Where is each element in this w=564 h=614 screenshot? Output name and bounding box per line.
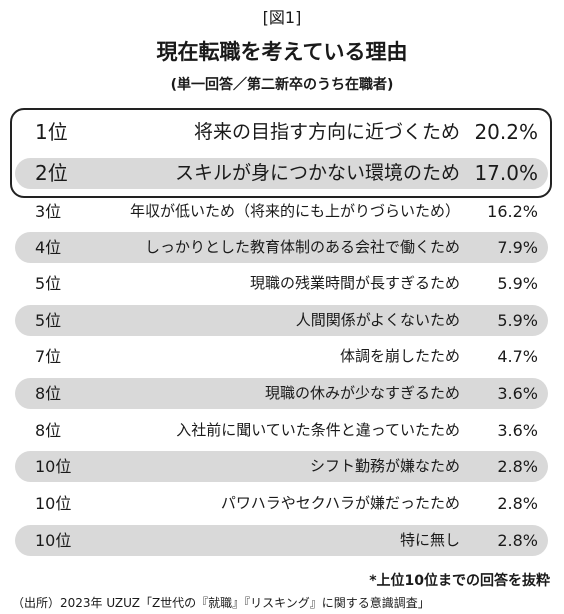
rank: 10位	[35, 457, 72, 476]
percentage: 3.6%	[497, 384, 538, 403]
rank: 5位	[35, 274, 62, 293]
reason: シフト勤務が嫌なため	[309, 457, 460, 475]
reason: 年収が低いため（将来的にも上がりづらいため）	[129, 202, 460, 220]
reason: 特に無し	[399, 531, 460, 549]
subtitle: (単一回答／第二新卒のうち在職者)	[170, 77, 394, 93]
rank: 3位	[35, 202, 62, 221]
table-row: 7位 体調を崩したため 4.7%	[15, 341, 548, 372]
reason: 将来の目指す方向に近づくため	[193, 121, 460, 143]
table-row: 5位 人間関係がよくないため 5.9%	[15, 305, 548, 336]
percentage: 5.9%	[497, 274, 538, 293]
title: 現在転職を考えている理由	[156, 40, 408, 64]
table-row: 8位 入社前に聞いていた条件と違っていたため 3.6%	[15, 415, 548, 446]
reason: 現職の残業時間が長すぎるため	[249, 274, 460, 292]
percentage: 2.8%	[497, 494, 538, 513]
table-row: 10位 シフト勤務が嫌なため 2.8%	[15, 451, 548, 482]
table-row: 5位 現職の残業時間が長すぎるため 5.9%	[15, 268, 548, 299]
reason: パワハラやセクハラが嫌だったため	[220, 494, 460, 512]
percentage: 20.2%	[474, 120, 538, 144]
source: （出所）2023年 UZUZ「Z世代の『就職』『リスキング』に関する意識調査」	[12, 596, 430, 610]
highlight-box	[10, 108, 552, 198]
rank: 1位	[35, 120, 68, 144]
table-row: 10位 パワハラやセクハラが嫌だったため 2.8%	[15, 488, 548, 519]
rank: 4位	[35, 238, 62, 257]
figure-label: [図1]	[262, 8, 302, 27]
reason: 入社前に聞いていた条件と違っていたため	[176, 421, 460, 439]
percentage: 2.8%	[497, 531, 538, 550]
percentage: 2.8%	[497, 457, 538, 476]
footnote: *上位10位までの回答を抜粋	[369, 573, 550, 589]
rank: 8位	[35, 384, 62, 403]
table-row: 4位 しっかりとした教育体制のある会社で働くため 7.9%	[15, 232, 548, 263]
percentage: 3.6%	[497, 421, 538, 440]
rank: 10位	[35, 531, 72, 550]
reason: 現職の休みが少なすぎるため	[264, 384, 460, 402]
table-row: 8位 現職の休みが少なすぎるため 3.6%	[15, 378, 548, 409]
rank: 7位	[35, 347, 62, 366]
rank: 8位	[35, 421, 62, 440]
reason: しっかりとした教育体制のある会社で働くため	[144, 238, 460, 256]
table-row: 3位 年収が低いため（将来的にも上がりづらいため） 16.2%	[15, 196, 548, 227]
percentage: 7.9%	[497, 238, 538, 257]
table-row: 10位 特に無し 2.8%	[15, 525, 548, 556]
reason: 体調を崩したため	[339, 347, 460, 365]
rank: 2位	[35, 161, 68, 185]
rank: 5位	[35, 311, 62, 330]
percentage: 5.9%	[497, 311, 538, 330]
percentage: 16.2%	[487, 202, 538, 221]
percentage: 17.0%	[474, 161, 538, 185]
rank: 10位	[35, 494, 72, 513]
reason: 人間関係がよくないため	[295, 311, 460, 329]
percentage: 4.7%	[497, 347, 538, 366]
reason: スキルが身につかない環境のため	[174, 162, 460, 184]
table-row: 1位 将来の目指す方向に近づくため 20.2%	[15, 117, 548, 148]
table-row: 2位 スキルが身につかない環境のため 17.0%	[15, 158, 548, 189]
